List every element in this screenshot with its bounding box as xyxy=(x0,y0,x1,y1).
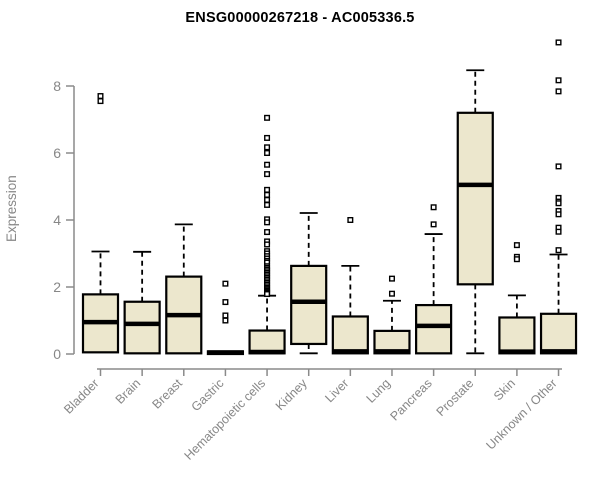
y-tick-label: 0 xyxy=(53,346,61,362)
x-tick-label: Gastric xyxy=(189,376,227,414)
outlier-point xyxy=(264,229,271,236)
iqr-box xyxy=(290,264,328,346)
outlier-point xyxy=(555,77,562,84)
x-tick-label: Brain xyxy=(113,376,144,407)
outlier-point xyxy=(264,171,271,178)
outlier-point xyxy=(555,39,562,46)
outlier-point xyxy=(388,275,395,282)
iqr-box xyxy=(539,312,578,355)
y-tick-label: 8 xyxy=(53,78,61,94)
outlier-point xyxy=(222,299,229,306)
x-tick-label: Kidney xyxy=(273,376,310,413)
outlier-point xyxy=(264,291,271,298)
outlier-point xyxy=(555,228,562,235)
outlier-point xyxy=(555,247,562,254)
x-tick-label: Breast xyxy=(149,376,185,412)
y-tick-label: 6 xyxy=(53,145,61,161)
iqr-box xyxy=(415,303,453,355)
x-tick-label: Lung xyxy=(364,376,394,406)
outlier-point xyxy=(264,219,271,226)
outlier-point xyxy=(264,201,271,208)
x-tick-label: Hematopoietic cells xyxy=(182,376,269,463)
outlier-point xyxy=(388,290,395,297)
iqr-box xyxy=(456,111,494,286)
outlier-point xyxy=(264,196,271,203)
outlier-point xyxy=(430,221,437,228)
x-tick-label: Unknown / Other xyxy=(483,376,559,452)
x-tick-label: Liver xyxy=(322,376,351,405)
x-tick-label: Skin xyxy=(491,376,518,403)
outlier-point xyxy=(97,93,104,100)
outlier-point xyxy=(264,161,271,168)
y-tick-label: 2 xyxy=(53,279,61,295)
y-tick-label: 4 xyxy=(53,212,61,228)
outlier-point xyxy=(222,280,229,287)
outlier-point xyxy=(264,134,271,141)
x-tick-label: Pancreas xyxy=(387,376,434,423)
outlier-point xyxy=(97,98,104,105)
outlier-point xyxy=(264,241,271,248)
outlier-point xyxy=(264,114,271,121)
outlier-point xyxy=(264,149,271,156)
outlier-point xyxy=(555,200,562,207)
outlier-point xyxy=(430,204,437,211)
outlier-point xyxy=(264,144,271,151)
outlier-point xyxy=(513,256,520,263)
outlier-point xyxy=(222,312,229,319)
outlier-point xyxy=(264,191,271,198)
outlier-point xyxy=(347,216,354,223)
x-tick-label: Bladder xyxy=(61,376,101,416)
chart-title: ENSG00000267218 - AC005336.5 xyxy=(185,10,415,26)
iqr-box xyxy=(498,316,536,355)
outlier-point xyxy=(513,242,520,249)
outlier-point xyxy=(222,317,229,324)
iqr-box xyxy=(331,315,369,355)
outlier-point xyxy=(555,211,562,218)
iqr-box xyxy=(123,300,161,355)
x-tick-label: Prostate xyxy=(434,376,477,419)
outlier-point xyxy=(555,163,562,170)
outlier-point xyxy=(555,88,562,95)
outlier-point xyxy=(264,186,271,193)
